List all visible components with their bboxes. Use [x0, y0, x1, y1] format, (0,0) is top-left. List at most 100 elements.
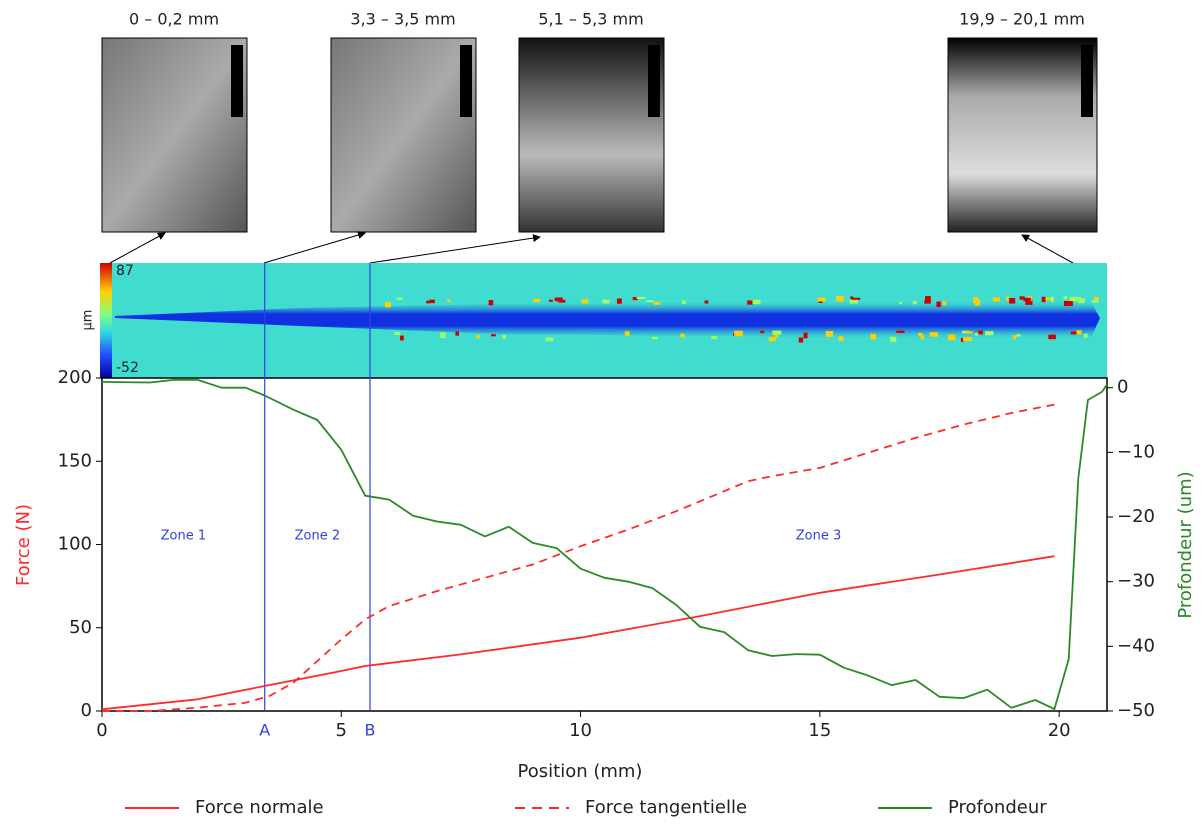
- plot-frame: [101, 377, 1108, 712]
- map-speckle: [942, 301, 947, 306]
- map-speckle: [838, 336, 844, 341]
- arrow: [263, 231, 366, 264]
- map-speckle: [680, 333, 685, 338]
- map-speckle: [533, 298, 541, 302]
- y2-tick-label: −30: [1117, 571, 1155, 592]
- map-speckle: [961, 330, 970, 334]
- map-speckle: [798, 337, 804, 343]
- zone-label: Zone 3: [796, 529, 842, 544]
- y-tick-label: 150: [58, 450, 92, 471]
- y2-tick-label: −40: [1117, 635, 1155, 656]
- map-speckle: [992, 297, 1001, 302]
- map-speckle: [974, 333, 979, 336]
- zone-label: Zone 2: [295, 529, 341, 544]
- map-speckle: [985, 331, 994, 336]
- map-speckle: [774, 333, 778, 338]
- map-speckle: [1063, 300, 1073, 307]
- map-speckle: [851, 297, 861, 300]
- x-tick-label: 5: [336, 720, 347, 741]
- map-speckle: [646, 300, 655, 303]
- scale-bar: [648, 45, 660, 117]
- map-speckle: [924, 299, 931, 304]
- map-speckle: [636, 296, 646, 300]
- map-speckle: [936, 301, 941, 308]
- map-speckle: [502, 335, 506, 339]
- map-speckle: [1076, 330, 1082, 335]
- map-speckle: [1070, 331, 1078, 335]
- micrograph-label: 3,3 – 3,5 mm: [350, 10, 455, 29]
- series-line: [102, 403, 1055, 712]
- map-speckle: [490, 334, 496, 337]
- map-speckle: [849, 298, 858, 304]
- series-line: [101, 555, 1055, 711]
- map-speckle: [476, 334, 480, 339]
- map-speckle: [920, 334, 925, 340]
- map-speckle: [704, 300, 709, 304]
- map-speckle: [624, 331, 630, 336]
- map-speckle: [925, 296, 931, 301]
- map-speckle: [1006, 296, 1010, 301]
- scale-bar: [231, 45, 243, 117]
- map-speckle: [653, 301, 661, 305]
- map-speckle: [1050, 296, 1054, 302]
- map-speckle: [1069, 296, 1076, 302]
- colorbar: [100, 263, 112, 378]
- colorbar-unit: µm: [81, 310, 96, 331]
- map-speckle: [817, 297, 826, 302]
- map-speckle: [1075, 296, 1082, 302]
- micrograph: [330, 37, 477, 233]
- surface-map: 87 -52 µm: [81, 263, 1107, 378]
- micrograph: [947, 37, 1098, 233]
- map-speckle: [488, 300, 494, 306]
- map-speckle: [602, 299, 610, 304]
- micrograph-label: 0 – 0,2 mm: [129, 10, 219, 29]
- y2-tick-label: 0: [1117, 377, 1128, 398]
- map-speckle: [1019, 296, 1025, 300]
- map-speckle: [929, 332, 939, 337]
- map-speckle: [652, 336, 658, 340]
- legend-label: Force normale: [195, 797, 324, 818]
- y-axis-label: Force (N): [13, 504, 34, 586]
- map-speckle: [966, 331, 973, 334]
- map-speckle: [772, 330, 782, 335]
- x-tick-label: 15: [808, 720, 831, 741]
- map-speckle: [1012, 335, 1017, 340]
- map-speckle: [1083, 333, 1088, 338]
- map-speckle: [1048, 334, 1056, 340]
- map-speckle: [711, 335, 718, 339]
- colorbar-max: 87: [116, 263, 134, 279]
- legend-label: Profondeur: [948, 797, 1047, 818]
- map-speckle: [1063, 296, 1068, 300]
- map-speckle: [1078, 298, 1085, 304]
- map-speckle: [1091, 300, 1099, 303]
- y2-tick-label: −50: [1117, 700, 1155, 721]
- x-tick-label: 20: [1048, 720, 1071, 741]
- colorbar-min: -52: [116, 360, 139, 376]
- series-line: [101, 379, 1108, 710]
- map-speckle: [978, 330, 983, 335]
- map-speckle: [972, 297, 979, 303]
- map-speckle: [455, 331, 460, 336]
- map-speckle: [1093, 296, 1099, 300]
- map-speckle: [548, 299, 553, 302]
- y2-tick-label: −10: [1117, 441, 1155, 462]
- zone-label: Zone 1: [161, 529, 207, 544]
- scale-bar: [460, 45, 472, 117]
- micrographs: 0 – 0,2 mm 3,3 – 3,5 mm 5,1 – 5,3 mm 19,…: [101, 10, 1098, 264]
- x-axis-label: Position (mm): [518, 761, 643, 782]
- map-speckle: [825, 331, 834, 337]
- map-speckle: [870, 333, 876, 340]
- micrograph: [101, 37, 248, 233]
- legend-label: Force tangentielle: [585, 797, 747, 818]
- map-speckle: [440, 332, 446, 339]
- y-tick-label: 100: [58, 534, 92, 555]
- map-speckle: [1023, 297, 1032, 302]
- map-speckle: [400, 335, 404, 341]
- map-speckle: [912, 300, 917, 305]
- y2-axis-label: Profondeur (um): [1175, 471, 1196, 618]
- map-speckle: [836, 296, 844, 302]
- map-speckle: [447, 299, 451, 303]
- x-tick-label: 10: [569, 720, 592, 741]
- map-speckle: [803, 332, 808, 339]
- map-speckle: [734, 330, 743, 337]
